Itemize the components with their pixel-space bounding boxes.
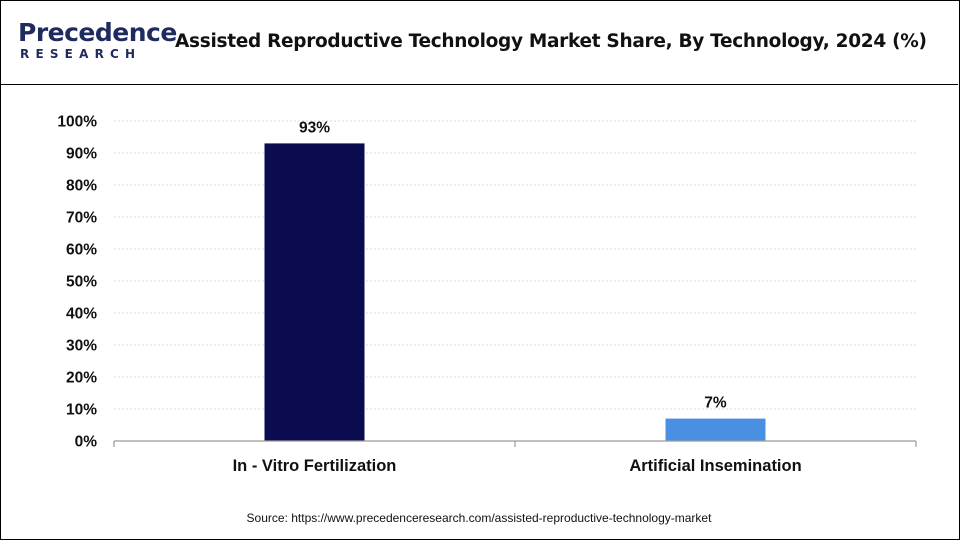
y-tick-label: 20%: [66, 370, 97, 387]
x-axis: [113, 440, 917, 447]
source-note: Source: https://www.precedenceresearch.c…: [246, 511, 712, 525]
gridlines: [114, 120, 916, 410]
y-tick-label: 60%: [66, 242, 97, 259]
y-tick-label: 90%: [66, 146, 97, 163]
chart-title: Assisted Reproductive Technology Market …: [175, 31, 927, 52]
header: Precedence RESEARCH Assisted Reproductiv…: [0, 0, 958, 85]
y-tick-label: 100%: [57, 114, 97, 131]
y-tick-label: 10%: [66, 402, 97, 419]
bar: [665, 418, 766, 441]
x-tick-label: Artificial Insemination: [629, 457, 801, 475]
y-tick-label: 50%: [66, 274, 97, 291]
logo-subtitle: RESEARCH: [20, 47, 142, 61]
data-label: 93%: [299, 119, 330, 136]
y-axis-ticks: 0% 10% 20% 30% 40% 50% 60% 70% 80% 90% 100%: [57, 114, 97, 451]
bar-chart: 0% 10% 20% 30% 40% 50% 60% 70% 80% 90% 100% 93% In …: [57, 114, 917, 475]
labels: 93% In - Vitro Fertilization 7% Artificial …: [233, 119, 802, 475]
y-tick-label: 80%: [66, 178, 97, 195]
y-tick-label: 70%: [66, 210, 97, 227]
logo-wordmark: Precedence: [18, 18, 177, 47]
bar: [264, 143, 365, 441]
x-tick-label: In - Vitro Fertilization: [233, 457, 397, 475]
brand-logo: Precedence RESEARCH: [18, 18, 177, 62]
bars: [264, 143, 766, 441]
data-label: 7%: [704, 395, 727, 412]
y-tick-label: 30%: [66, 338, 97, 355]
y-tick-label: 40%: [66, 306, 97, 323]
y-tick-label: 0%: [75, 434, 98, 451]
